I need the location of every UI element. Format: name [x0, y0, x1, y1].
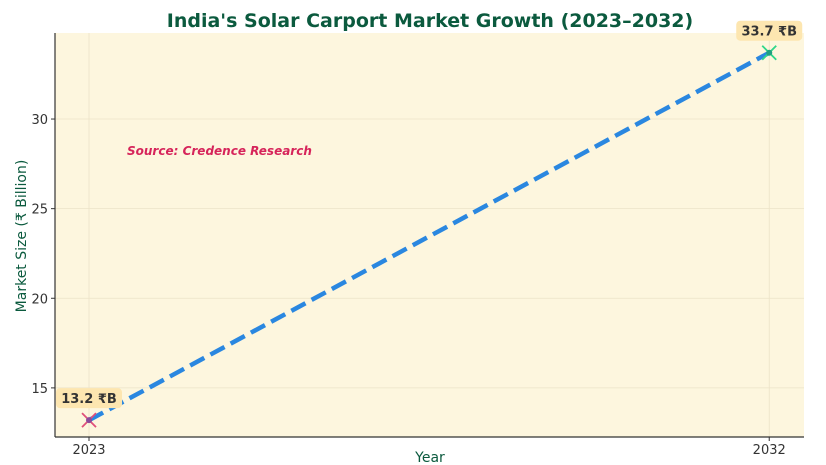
x-tick-label: 2023: [72, 443, 105, 458]
grid: [55, 33, 804, 437]
chart-title: India's Solar Carport Market Growth (202…: [167, 10, 693, 32]
x-axis-label: Year: [414, 450, 445, 465]
y-tick-label: 15: [31, 382, 48, 397]
plot-area: [55, 33, 804, 437]
y-tick-label: 25: [31, 203, 48, 218]
data-label: 13.2 ₹B: [61, 392, 117, 407]
data-label-box: [736, 20, 803, 41]
data-label: 33.7 ₹B: [741, 25, 797, 40]
x-tick-label: 2032: [753, 443, 786, 458]
data-point: [766, 49, 773, 56]
data-point: [86, 417, 93, 424]
series: 13.2 ₹B 33.7 ₹B: [56, 20, 803, 428]
y-axis-label: Market Size (₹ Billion): [14, 160, 30, 313]
source-annotation: Source: Credence Research: [127, 144, 312, 158]
y-tick-label: 20: [31, 292, 48, 307]
y-tick-label: 30: [31, 113, 48, 128]
axes: 15 20 25 30 2023 2032: [31, 33, 804, 458]
data-label-box: [56, 388, 123, 409]
series-line: [87, 50, 771, 423]
